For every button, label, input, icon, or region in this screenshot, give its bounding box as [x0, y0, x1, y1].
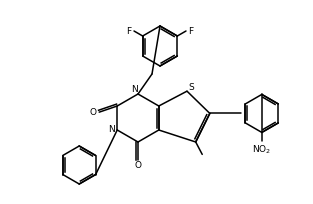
Text: N: N — [132, 84, 138, 93]
Text: F: F — [188, 27, 193, 35]
Text: F: F — [126, 27, 131, 35]
Text: NO$_2$: NO$_2$ — [252, 143, 271, 156]
Text: N: N — [108, 125, 115, 134]
Text: O: O — [135, 162, 141, 171]
Text: O: O — [90, 108, 97, 117]
Text: S: S — [188, 83, 194, 92]
